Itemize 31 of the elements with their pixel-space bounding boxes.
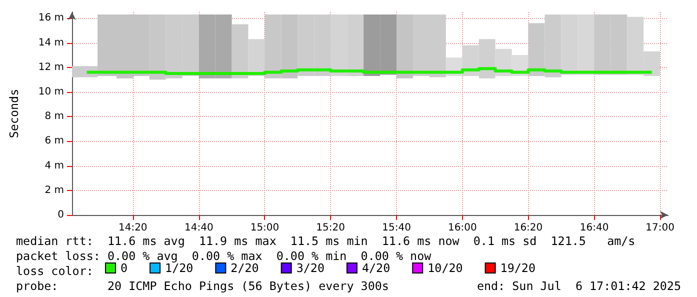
x-tick-label: 14:40 <box>184 222 214 234</box>
x-tick-label: 16:40 <box>580 222 609 234</box>
legend-label: 19/20 <box>500 261 536 275</box>
legend-label: 3/20 <box>296 261 324 275</box>
legend-label: 4/20 <box>362 261 390 275</box>
legend-label: 10/20 <box>428 261 463 275</box>
y-tick-label: 2 m <box>44 184 64 196</box>
y-tick-label: 0 <box>58 210 64 220</box>
text: end: Sun Jul 6 17:01:42 2025 <box>476 279 681 293</box>
legend-label: 0 <box>120 261 128 275</box>
y-tick-label: 4 m <box>44 160 64 172</box>
text: probe: 20 ICMP Echo Pings (56 Bytes) every 300s <box>16 279 389 293</box>
text: median rtt: 11.6 ms avg 11.9 ms max 11.5 ms min 11.6 ms now 0.1 ms sd 121.5 am/s <box>16 234 636 248</box>
text: packet loss: 0.00 % avg 0.00 % max 0.00 % min 0.00 % now <box>16 249 432 263</box>
legend-label: 2/20 <box>230 261 259 275</box>
y-tick-label: 14 m <box>38 37 64 48</box>
y-tick-label: 16 m <box>38 12 64 24</box>
x-tick-label: 15:00 <box>250 222 280 234</box>
y-tick-label: 8 m <box>44 111 64 122</box>
x-tick-label: 17:00 <box>646 222 675 234</box>
y-tick-label: 12 m <box>38 62 64 73</box>
x-tick-label: 16:00 <box>448 222 477 234</box>
x-tick-label: 16:20 <box>514 222 543 234</box>
x-tick-label: 15:20 <box>316 222 345 234</box>
x-tick-label: 14:20 <box>118 222 148 234</box>
legend-label: 1/20 <box>165 261 194 275</box>
y-tick-label: 6 m <box>44 136 64 147</box>
y-axis-title: Seconds <box>7 88 21 138</box>
x-tick-label: 15:40 <box>382 222 411 234</box>
y-tick-label: 10 m <box>38 86 64 98</box>
legend-title: loss color: <box>16 264 94 278</box>
